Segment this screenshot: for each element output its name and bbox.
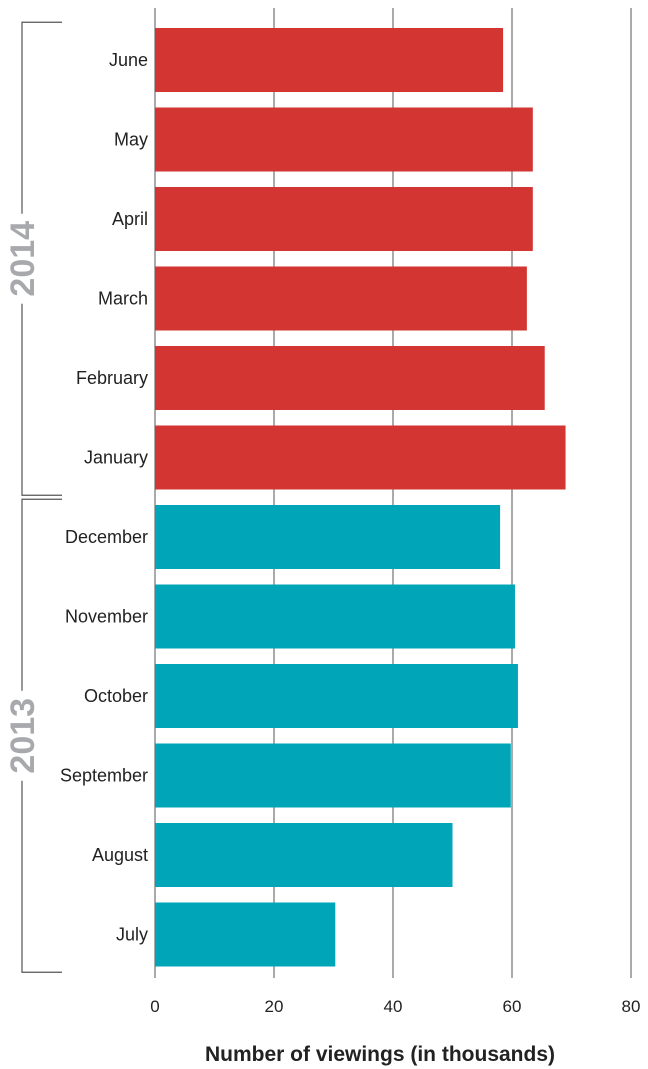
bar-august bbox=[155, 823, 453, 887]
bar-september bbox=[155, 743, 511, 808]
year-label: 2013 bbox=[4, 698, 42, 774]
category-label: October bbox=[84, 686, 148, 706]
category-label: July bbox=[116, 925, 148, 945]
x-tick-label: 0 bbox=[150, 997, 159, 1016]
category-label: May bbox=[114, 130, 148, 150]
x-tick-label: 40 bbox=[384, 997, 403, 1016]
year-label: 2014 bbox=[4, 221, 42, 297]
year-bracket bbox=[21, 498, 62, 973]
bar-november bbox=[155, 584, 515, 649]
x-tick-labels: 0 20 40 60 80 bbox=[150, 997, 640, 1016]
year-groups: 2014 2013 bbox=[4, 21, 62, 973]
category-label: November bbox=[65, 607, 148, 627]
category-label: June bbox=[109, 50, 148, 70]
category-label: April bbox=[112, 209, 148, 229]
category-label: January bbox=[84, 448, 148, 468]
category-label: September bbox=[60, 766, 148, 786]
bar-june bbox=[155, 28, 504, 92]
bar-july bbox=[155, 902, 336, 967]
x-tick-label: 80 bbox=[622, 997, 641, 1016]
category-label: February bbox=[76, 368, 148, 388]
bar-may bbox=[155, 107, 533, 172]
bar-december bbox=[155, 505, 501, 569]
bar-october bbox=[155, 664, 518, 728]
year-group-2014: 2014 bbox=[4, 21, 62, 496]
x-axis-title: Number of viewings (in thousands) bbox=[205, 1043, 555, 1066]
year-group-2013: 2013 bbox=[4, 498, 62, 973]
bars bbox=[155, 28, 566, 967]
x-tick-label: 60 bbox=[503, 997, 522, 1016]
category-label: August bbox=[92, 845, 148, 865]
category-label: March bbox=[98, 289, 148, 309]
category-labels: June May April March February January December… bbox=[60, 50, 148, 945]
x-tick-label: 20 bbox=[265, 997, 284, 1016]
year-bracket bbox=[21, 21, 62, 496]
bar-february bbox=[155, 346, 545, 410]
category-label: December bbox=[65, 527, 148, 547]
bar-march bbox=[155, 266, 527, 331]
bar-january bbox=[155, 425, 566, 490]
bar-april bbox=[155, 187, 533, 251]
